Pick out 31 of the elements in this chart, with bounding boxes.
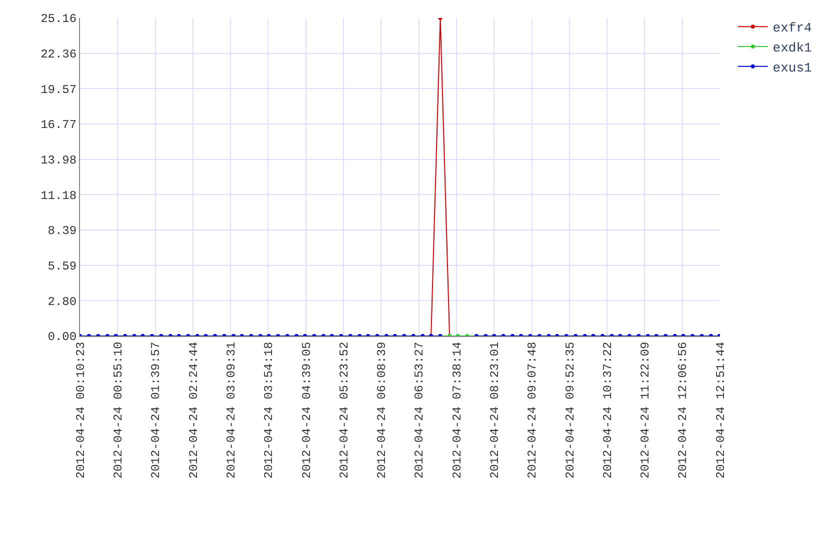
legend-label: exfr4 bbox=[772, 20, 812, 36]
x-tick-label: 2012-04-24 00:10:23 bbox=[74, 342, 88, 479]
x-tick-label: 2012-04-24 12:06:56 bbox=[676, 342, 690, 479]
y-tick-label: 5.59 bbox=[48, 260, 77, 274]
x-tick-label: 2012-04-24 09:07:48 bbox=[526, 342, 540, 479]
y-tick-label: 13.98 bbox=[40, 154, 77, 168]
x-tick-label: 2012-04-24 08:23:01 bbox=[488, 342, 502, 479]
x-tick-label: 2012-04-24 06:08:39 bbox=[375, 342, 390, 479]
legend-label: exus1 bbox=[772, 60, 812, 76]
y-tick-label: 0.00 bbox=[48, 330, 77, 344]
x-tick-label: 2012-04-24 10:37:22 bbox=[600, 342, 615, 479]
y-tick-label: 25.16 bbox=[40, 12, 77, 26]
y-tick-label: 19.57 bbox=[40, 82, 77, 97]
x-tick-label: 2012-04-24 09:52:35 bbox=[563, 342, 578, 479]
x-tick-label: 2012-04-24 01:39:57 bbox=[149, 342, 164, 479]
x-tick-label: 2012-04-24 05:23:52 bbox=[337, 342, 352, 479]
y-tick-label: 22.36 bbox=[40, 48, 77, 62]
legend-label: exdk1 bbox=[772, 40, 812, 56]
x-tick-label: 2012-04-24 00:55:10 bbox=[112, 342, 126, 479]
x-tick-label: 2012-04-24 03:54:18 bbox=[262, 342, 276, 479]
y-tick-label: 11.18 bbox=[40, 188, 77, 203]
x-tick-label: 2012-04-24 02:24:44 bbox=[186, 342, 201, 479]
y-tick-label: 8.39 bbox=[48, 224, 77, 238]
x-tick-label: 2012-04-24 12:51:44 bbox=[714, 342, 728, 479]
y-tick-label: 2.80 bbox=[48, 294, 77, 309]
x-tick-label: 2012-04-24 03:09:31 bbox=[224, 342, 238, 479]
x-tick-label: 2012-04-24 06:53:27 bbox=[412, 342, 427, 479]
x-tick-label: 2012-04-24 07:38:14 bbox=[450, 342, 464, 479]
x-tick-label: 2012-04-24 04:39:05 bbox=[300, 342, 314, 479]
y-tick-label: 16.77 bbox=[40, 118, 77, 132]
x-tick-label: 2012-04-24 11:22:09 bbox=[638, 342, 653, 479]
